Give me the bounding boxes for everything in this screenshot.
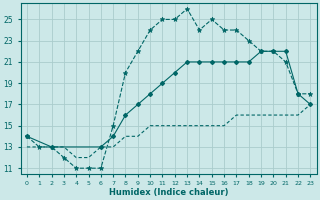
X-axis label: Humidex (Indice chaleur): Humidex (Indice chaleur) <box>109 188 228 197</box>
